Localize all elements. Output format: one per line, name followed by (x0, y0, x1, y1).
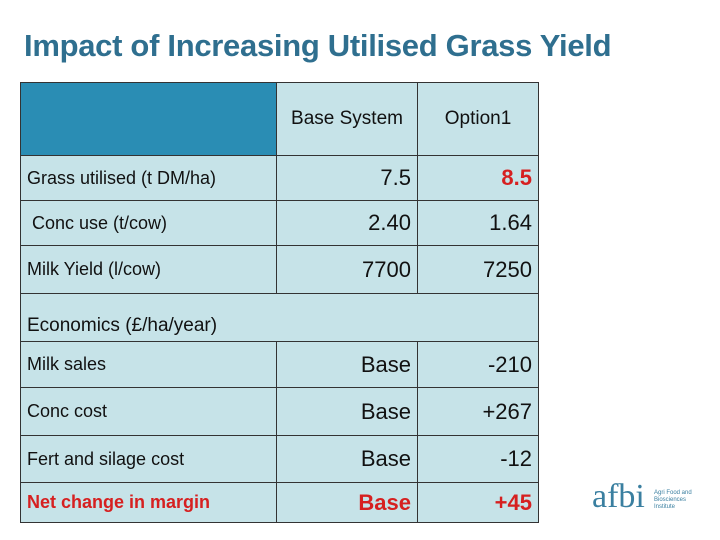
row-label: Net change in margin (20, 482, 277, 523)
cell: 7700 (276, 245, 418, 294)
cell: +267 (417, 387, 539, 436)
logo-name: afbi (592, 478, 645, 515)
cell: 1.64 (417, 200, 539, 246)
row: Milk Yield (l/cow) 7700 7250 (20, 245, 539, 294)
row: Grass utilised (t DM/ha) 7.5 8.5 (20, 155, 539, 201)
header-corner (20, 82, 277, 156)
header-row: Base System Option1 (20, 82, 539, 156)
section-row: Economics (£/ha/year) (20, 293, 539, 342)
cell: Base (276, 435, 418, 483)
row: Milk sales Base -210 (20, 341, 539, 388)
header-cell: Base System (276, 82, 418, 156)
cell: Base (276, 387, 418, 436)
logo-subtitle: Agri Food and Biosciences Institute (654, 490, 692, 510)
header-cell: Option1 (417, 82, 539, 156)
row-label: Milk sales (20, 341, 277, 388)
logo: afbi Agri Food and Biosciences Institute (592, 476, 702, 524)
row-label: Grass utilised (t DM/ha) (20, 155, 277, 201)
row: Conc cost Base +267 (20, 387, 539, 436)
row: Net change in margin Base +45 (20, 482, 539, 523)
cell: -210 (417, 341, 539, 388)
cell: Base (276, 482, 418, 523)
cell: 8.5 (417, 155, 539, 201)
row-label: Milk Yield (l/cow) (20, 245, 277, 294)
cell: 7.5 (276, 155, 418, 201)
row-label: Conc use (t/cow) (20, 200, 277, 246)
section-label: Economics (£/ha/year) (20, 293, 539, 342)
row-label: Conc cost (20, 387, 277, 436)
cell: 2.40 (276, 200, 418, 246)
cell: 7250 (417, 245, 539, 294)
row-label: Fert and silage cost (20, 435, 277, 483)
data-table: Base System Option1 Grass utilised (t DM… (20, 82, 539, 523)
row: Fert and silage cost Base -12 (20, 435, 539, 483)
cell: +45 (417, 482, 539, 523)
row: Conc use (t/cow) 2.40 1.64 (20, 200, 539, 246)
cell: Base (276, 341, 418, 388)
slide-title: Impact of Increasing Utilised Grass Yiel… (24, 28, 612, 63)
cell: -12 (417, 435, 539, 483)
